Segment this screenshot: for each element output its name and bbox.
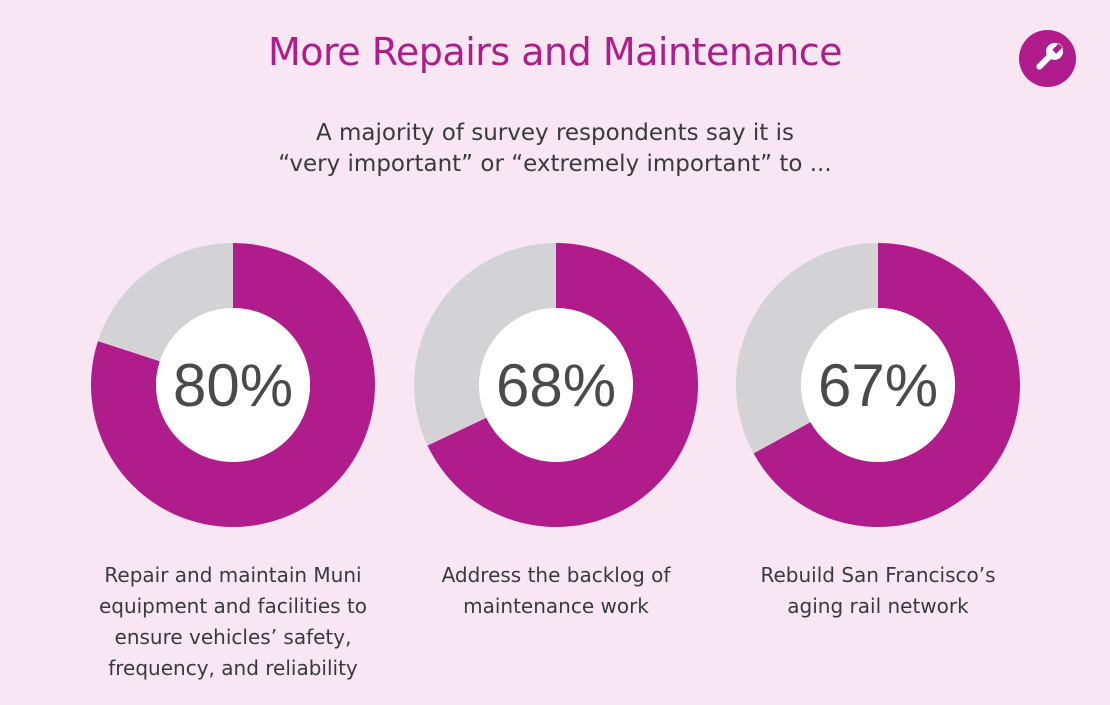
donut-value-segment [91, 243, 375, 527]
wrench-badge [1019, 30, 1076, 87]
category-label-line: Repair and maintain Muni [104, 563, 362, 587]
donut-center-hole [801, 308, 955, 462]
donut-value-segment [427, 243, 698, 527]
donut-remainder-segment [736, 243, 878, 454]
donut-value-label: 68% [495, 352, 617, 419]
donut-center-hole [156, 308, 310, 462]
donut-remainder-segment [414, 243, 556, 446]
donut-value-label: 67% [817, 352, 939, 419]
donut-svg [414, 243, 698, 527]
page-title: More Repairs and Maintenance [267, 30, 843, 74]
donut-svg [736, 243, 1020, 527]
donut-category-label: Rebuild San Francisco’s aging rail netwo… [716, 560, 1040, 622]
donut-value-label: 80% [172, 352, 294, 419]
category-label-line: Address the backlog of [441, 563, 671, 587]
category-label-line: Rebuild San Francisco’s [760, 563, 996, 587]
donut-category-label: Repair and maintain Muni equipment and f… [71, 560, 395, 684]
category-label-line: maintenance work [463, 594, 649, 618]
subtitle-line-1: A majority of survey respondents say it … [315, 120, 795, 146]
donut-value-segment [753, 243, 1020, 527]
page-subtitle: A majority of survey respondents say it … [0, 118, 1110, 180]
wrench-icon [1036, 42, 1064, 70]
donut-center-hole [479, 308, 633, 462]
donut-svg [91, 243, 375, 527]
subtitle-line-2: “very important” or “extremely important… [278, 151, 832, 177]
category-label-line: equipment and facilities to [98, 594, 368, 618]
donut-remainder-segment [97, 243, 233, 362]
category-label-line: frequency, and reliability [108, 656, 358, 680]
category-label-line: ensure vehicles’ safety, [114, 625, 352, 649]
category-label-line: aging rail network [787, 594, 969, 618]
donut-category-label: Address the backlog of maintenance work [394, 560, 718, 622]
